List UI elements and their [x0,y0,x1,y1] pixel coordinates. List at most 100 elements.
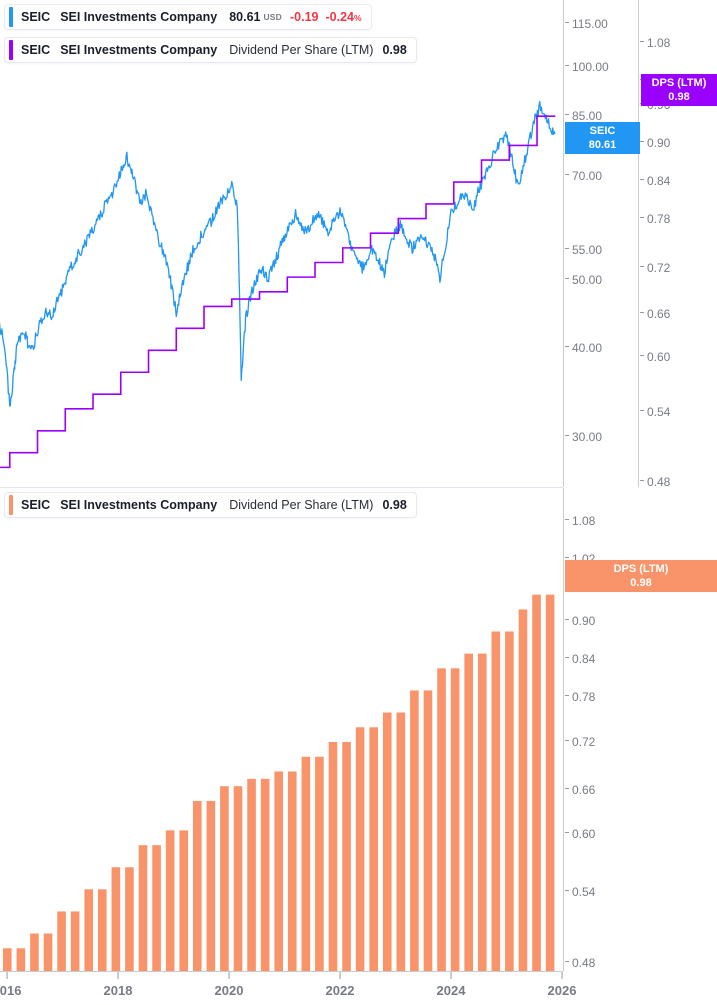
axis-tick-label: 0.72 [564,735,596,749]
legend-color-swatch [9,40,13,60]
dividend-bar[interactable] [260,778,270,971]
dividend-bar[interactable] [16,948,26,971]
dividend-bar[interactable] [518,609,528,971]
legend-color-swatch [9,7,13,27]
dividend-bar[interactable] [57,911,66,971]
badge-value: 0.98 [668,91,690,103]
dividend-bar[interactable] [315,756,324,971]
dividend-bar[interactable] [3,948,12,971]
dividend-bar[interactable] [477,653,487,971]
panel-divider [0,487,563,488]
axis-tick-label: 0.60 [639,350,671,364]
dividend-bar[interactable] [437,668,446,971]
dividend-bar[interactable] [328,742,338,971]
dps-value-badge-bottom[interactable]: DPS (LTM) 0.98 [565,560,717,592]
axis-tick-label: 1.08 [639,36,671,50]
legend-ticker: SEIC [21,10,51,24]
dividend-bar[interactable] [179,830,189,971]
legend-company-name: SEI Investments Company [60,10,218,24]
legend-metric-value: 0.98 [382,43,407,57]
axis-tick-label: 1.08 [564,514,596,528]
legend-dividend-top[interactable]: SEIC SEI Investments Company Dividend Pe… [4,37,417,63]
axis-tick-label: 0.48 [639,475,671,489]
dividend-bar[interactable] [165,830,175,971]
dividend-bar[interactable] [382,712,392,971]
price-chart-panel[interactable] [0,0,563,487]
legend-ticker: SEIC [21,498,51,512]
axis-tick-label: 115.00 [565,17,608,31]
legend-dividend-bottom[interactable]: SEIC SEI Investments Company Dividend Pe… [4,492,417,518]
legend-metric-name: Dividend Per Share (LTM) [229,43,374,57]
axis-tick-label: 0.60 [564,827,596,841]
legend-price[interactable]: SEIC SEI Investments Company 80.61 USD -… [4,4,372,30]
dps-value-badge-top[interactable]: DPS (LTM) 0.98 [641,74,717,106]
badge-value: 80.61 [588,139,617,151]
axis-tick-label: 70.00 [564,169,603,183]
legend-change-absolute: -0.19 [290,10,319,24]
dividend-bar[interactable] [410,690,419,971]
axis-tick-label: 0.48 [564,956,596,970]
dividend-bar[interactable] [43,933,53,971]
dividend-bar[interactable] [84,889,94,971]
axis-tick-label: 0.78 [564,690,596,704]
axis-tick-label: 0.66 [564,783,596,797]
dividend-bar[interactable] [97,889,107,971]
legend-change-percent: -0.24% [325,10,362,24]
dividend-bar[interactable] [355,727,365,971]
axis-tick-label-year: 2018 [104,972,132,998]
dividend-bar[interactable] [274,771,283,971]
dividend-bar[interactable] [138,845,148,971]
dividend-bar[interactable] [152,845,161,971]
dividend-bar[interactable] [192,800,202,971]
dividend-bar[interactable] [220,786,229,971]
dividend-bar[interactable] [301,756,311,971]
dps-bottom-axis-line [563,488,564,971]
axis-tick-label: 55.00 [564,243,603,257]
axis-tick-label: 0.54 [564,885,596,899]
legend-color-swatch [9,495,13,515]
axis-tick-label: 0.90 [564,614,596,628]
legend-company-name: SEI Investments Company [60,498,218,512]
dividend-bar[interactable] [30,933,39,971]
dividend-step-line-path [0,115,556,469]
dividend-bar[interactable] [491,631,501,972]
dividend-bar[interactable] [396,712,406,971]
price-line-plot [0,100,556,469]
axis-tick-label: 0.78 [639,212,671,226]
price-value-badge[interactable]: SEIC 80.61 [565,122,640,154]
badge-label: SEIC [589,125,616,137]
axis-tick-label: 0.72 [639,261,671,275]
legend-currency: USD [263,12,283,22]
dividend-bar[interactable] [369,727,378,971]
dividend-bar[interactable] [70,911,80,971]
axis-tick-label: 0.84 [564,652,596,666]
axis-tick-label: 50.00 [564,273,603,287]
dividend-bar[interactable] [532,594,541,971]
dividend-bar[interactable] [287,771,297,971]
badge-label: DPS (LTM) [651,77,707,89]
dividend-bar[interactable] [464,653,473,971]
legend-company-name: SEI Investments Company [60,43,218,57]
axis-tick-label: 0.84 [639,174,671,188]
badge-label: DPS (LTM) [613,563,669,575]
price-axis-line [563,0,564,487]
dividend-bars-plot [3,594,555,972]
axis-tick-label-year: 2016 [0,972,21,998]
dividend-bar[interactable] [342,742,351,971]
axis-tick-label-year: 2022 [326,972,354,998]
axis-tick-label: 30.00 [564,430,603,444]
axis-tick-label: 100.00 [565,60,609,74]
dividend-bar[interactable] [125,867,134,971]
axis-tick-label: 0.90 [639,136,671,150]
dividend-bar[interactable] [206,800,216,971]
dividend-bar[interactable] [423,690,433,971]
legend-ticker: SEIC [21,43,51,57]
axis-tick-label: 40.00 [564,341,603,355]
axis-tick-label-year: 2024 [437,972,465,998]
dividend-bar[interactable] [450,668,460,971]
dividend-bar[interactable] [233,786,243,971]
dividend-bar[interactable] [545,594,555,971]
dividend-bar[interactable] [111,867,121,971]
dividend-bar[interactable] [505,631,514,972]
dividend-bar[interactable] [247,778,256,971]
